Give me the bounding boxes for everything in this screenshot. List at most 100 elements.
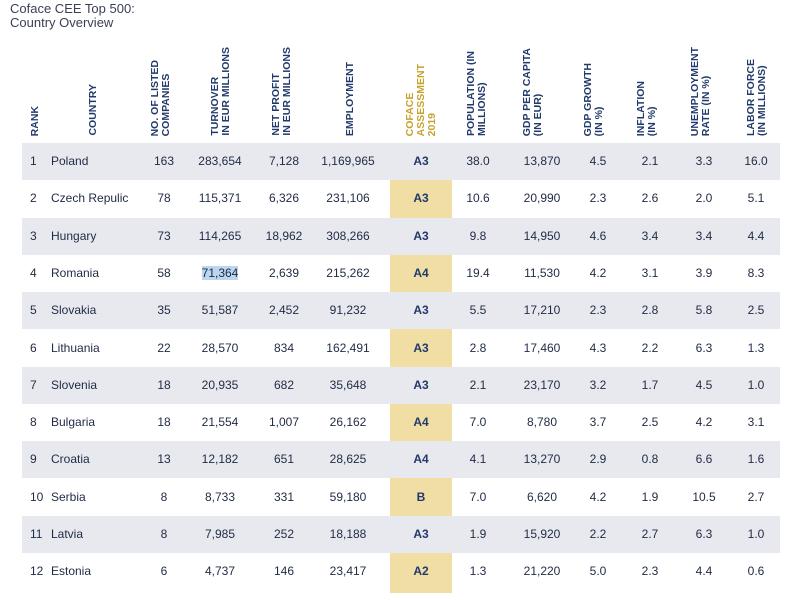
cell-population: 5.5: [469, 303, 487, 318]
cell-gdp-growth: 4.6: [589, 228, 607, 243]
cell-inflation: 1.7: [641, 377, 659, 392]
cell-inflation: 1.9: [641, 489, 659, 504]
cell-gdp-capita: 20,990: [523, 191, 561, 206]
cell-inflation: 2.1: [641, 154, 659, 168]
cell-companies: 18: [157, 415, 171, 430]
cell-unemployment: 3.3: [695, 154, 713, 168]
cell-population: 38.0: [466, 154, 490, 168]
cell-unemployment: 6.6: [695, 452, 713, 467]
cell-employment: 35,648: [329, 377, 367, 392]
cell-employment: 18,188: [329, 527, 367, 541]
cell-country: Poland: [51, 154, 89, 168]
cell-assessment: A3: [413, 228, 429, 243]
cell-labor: 4.4: [747, 228, 765, 243]
cell-assessment: A4: [413, 265, 429, 280]
cell-population: 7.0: [469, 415, 487, 430]
cell-country: Czech Repulic: [51, 191, 129, 206]
cell-employment: 26,162: [329, 415, 367, 430]
cell-assessment: A3: [413, 191, 429, 206]
cell-unemployment: 3.4: [695, 228, 713, 243]
header-turnover: TURNOVER IN EUR MILLIONS: [209, 47, 232, 136]
cell-inflation: 2.5: [641, 415, 659, 430]
cell-unemployment: 2.0: [695, 191, 713, 206]
cell-rank: 5: [30, 303, 37, 318]
cell-inflation: 2.7: [641, 527, 659, 541]
cell-gdp-growth: 2.2: [589, 527, 607, 541]
cell-gdp-capita: 15,920: [523, 527, 561, 541]
cell-assessment: A3: [413, 303, 429, 318]
header-rank: RANK: [29, 105, 41, 136]
table-row: 11 Latvia 8 7,985 252 18,188 A3 1.9 15,920 2.2 2.7…: [22, 516, 780, 553]
cell-companies: 8: [160, 489, 168, 504]
cell-inflation: 0.8: [641, 452, 659, 467]
cell-gdp-growth: 4.3: [589, 340, 607, 355]
cell-population: 1.3: [469, 564, 487, 579]
cell-population: 4.1: [469, 452, 487, 467]
cell-rank: 12: [30, 564, 44, 579]
header-assessment: COFACE ASSESSMENT 2019: [404, 63, 438, 136]
header-country: COUNTRY: [87, 84, 99, 136]
header-labor-force: LABOR FORCE (IN MILLIONS): [745, 59, 768, 136]
table-row: 7 Slovenia 18 20,935 682 35,648 A3 2.1 23,170 3.2…: [22, 366, 780, 404]
cell-companies: 35: [157, 303, 171, 318]
cell-rank: 2: [30, 191, 37, 206]
cell-inflation: 2.3: [641, 564, 659, 579]
cell-population: 9.8: [469, 228, 487, 243]
table-row: 1 Poland 163 283,654 7,128 1,169,965 A3 38.0 13,…: [22, 143, 780, 180]
cell-gdp-growth: 5.0: [589, 564, 607, 579]
cell-gdp-growth: 4.5: [589, 154, 607, 168]
cell-inflation: 2.8: [641, 303, 659, 318]
cell-turnover: 21,554: [201, 415, 239, 430]
cell-employment: 231,106: [326, 191, 370, 206]
cell-companies: 18: [157, 377, 171, 392]
cell-population: 2.8: [469, 340, 487, 355]
title-line-2: Country Overview: [10, 15, 114, 30]
cell-assessment: B: [416, 489, 426, 504]
cell-turnover: 12,182: [201, 452, 239, 467]
cell-unemployment: 3.9: [695, 265, 713, 280]
cell-profit: 651: [273, 452, 295, 467]
selected-text[interactable]: 71,364: [201, 265, 239, 280]
cell-rank: 3: [30, 228, 37, 243]
cell-rank: 9: [30, 452, 37, 467]
cell-profit: 331: [273, 489, 295, 504]
cell-population: 1.9: [469, 527, 487, 541]
cell-profit: 2,639: [268, 265, 300, 280]
cell-inflation: 2.6: [641, 191, 659, 206]
cell-employment: 1,169,965: [321, 154, 375, 168]
cell-turnover: 4,737: [204, 564, 236, 579]
cell-unemployment: 6.3: [695, 527, 713, 541]
cell-companies: 78: [157, 191, 171, 206]
cell-turnover: 20,935: [201, 377, 239, 392]
cell-rank: 11: [30, 527, 43, 541]
cell-profit: 7,128: [268, 154, 300, 168]
cell-profit: 682: [273, 377, 295, 392]
cell-turnover: 71,364: [192, 255, 248, 292]
cell-turnover: 51,587: [201, 303, 239, 318]
cell-labor: 16.0: [744, 154, 768, 168]
cell-profit: 18,962: [265, 228, 303, 243]
cell-gdp-growth: 2.3: [589, 303, 607, 318]
table-row: 2 Czech Repulic 78 115,371 6,326 231,106 A3 10.…: [22, 180, 780, 217]
cell-gdp-capita: 8,780: [526, 415, 558, 430]
cell-inflation: 3.4: [641, 228, 659, 243]
cell-assessment: A3: [413, 154, 429, 168]
cell-profit: 252: [273, 527, 295, 541]
cell-country: Slovakia: [51, 303, 97, 318]
cell-inflation: 3.1: [641, 265, 659, 280]
cell-country: Bulgaria: [51, 415, 96, 430]
cell-unemployment: 10.5: [692, 489, 716, 504]
cell-country: Romania: [51, 265, 100, 280]
cell-gdp-growth: 2.3: [589, 191, 607, 206]
cell-employment: 162,491: [326, 340, 370, 355]
cell-country: Hungary: [51, 228, 97, 243]
cell-unemployment: 4.5: [695, 377, 713, 392]
cell-labor: 1.6: [747, 452, 765, 467]
table-row: 12 Estonia 6 4,737 146 23,417 A2 1.3 21,220 5.0 2.…: [22, 553, 780, 590]
cell-turnover: 28,570: [201, 340, 239, 355]
cell-gdp-capita: 14,950: [523, 228, 561, 243]
cell-labor: 2.5: [747, 303, 765, 318]
cell-gdp-growth: 2.9: [589, 452, 607, 467]
cell-turnover: 8,733: [204, 489, 236, 504]
header-companies: NO. OF LISTED COMPANIES: [149, 59, 172, 136]
